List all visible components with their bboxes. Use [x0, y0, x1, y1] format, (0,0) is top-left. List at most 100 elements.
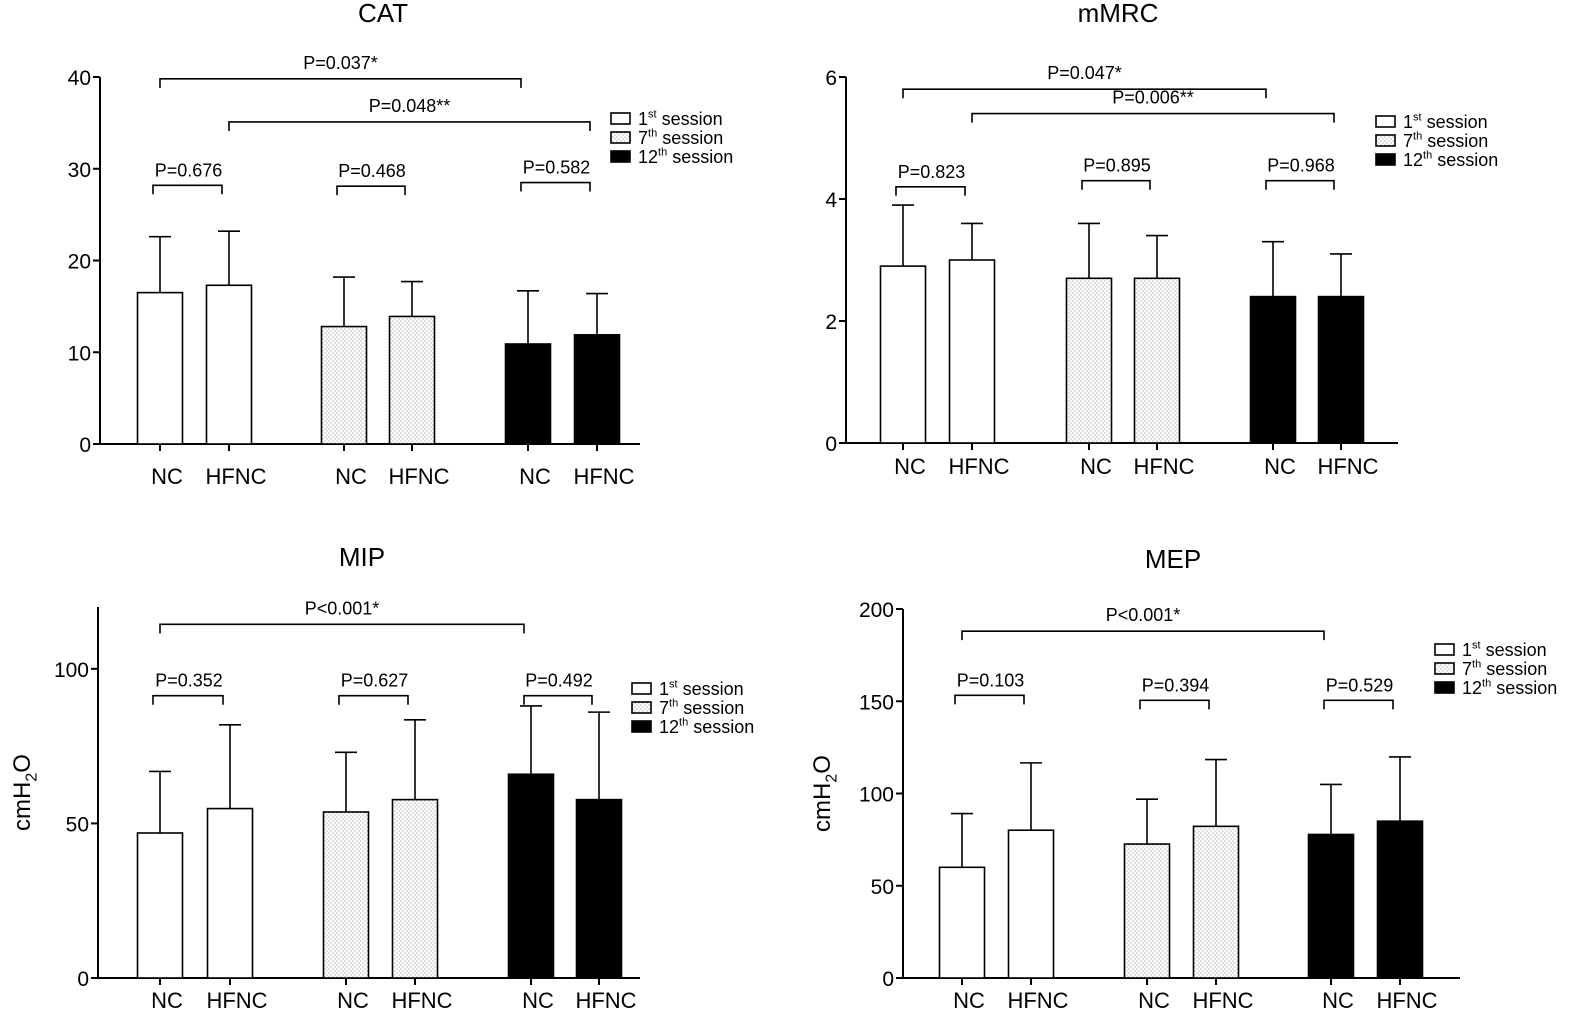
x-tick-label: HFNC: [948, 454, 1009, 479]
x-tick-label: HFNC: [1192, 988, 1253, 1013]
bar: [879, 265, 927, 444]
chart-title: CAT: [358, 0, 408, 28]
p-value-label: P=0.627: [341, 671, 409, 691]
y-axis-label: cmH2O: [809, 755, 841, 832]
x-tick-label: HFNC: [391, 988, 452, 1013]
x-tick-label: NC: [337, 988, 369, 1013]
pair-bracket: [523, 694, 593, 705]
p-value-label: P=0.103: [957, 670, 1025, 690]
session-bracket: [971, 112, 1335, 123]
p-value-label: P=0.492: [525, 671, 593, 691]
bar: [1317, 295, 1365, 444]
pair-bracket: [895, 186, 966, 196]
legend-label: 7th session: [1462, 658, 1547, 679]
y-tick-label: 0: [882, 968, 894, 991]
legend-swatch: [610, 112, 631, 125]
legend-swatch: [1375, 153, 1396, 166]
bar: [507, 773, 555, 979]
pair-bracket: [954, 694, 1025, 705]
y-tick-label: 100: [859, 784, 894, 807]
bar: [1133, 277, 1181, 444]
legend-label: 7th session: [638, 127, 723, 148]
pair-bracket: [1081, 179, 1151, 190]
p-value-label: P=0.468: [338, 161, 406, 181]
bar: [1307, 833, 1355, 979]
legend-swatch: [1434, 662, 1455, 675]
bar: [136, 832, 184, 979]
bar: [1065, 277, 1113, 444]
y-tick-label: 20: [68, 251, 91, 274]
legend-swatch: [1434, 643, 1455, 656]
legend-swatch: [1375, 115, 1396, 128]
bar: [504, 343, 552, 445]
chart-panel-mip: MIP 0 50 100 cmH2O NC HFNC NC HFNC NC HFNC P=0.352 P…: [9, 542, 754, 1013]
bar: [1123, 843, 1171, 979]
y-tick-label: 2: [825, 311, 837, 334]
session-bracket: [228, 121, 591, 131]
chart-title: MIP: [339, 542, 385, 572]
x-tick-label: HFNC: [575, 988, 636, 1013]
bar: [136, 291, 184, 445]
y-tick-label: 0: [825, 433, 837, 456]
bar: [205, 284, 253, 445]
bar: [1192, 825, 1240, 979]
p-value-label: P=0.006**: [1112, 88, 1194, 108]
p-value-label: P=0.529: [1326, 675, 1394, 695]
legend-swatch: [631, 682, 652, 695]
p-value-label: P=0.047*: [1047, 63, 1122, 83]
x-tick-label: NC: [1080, 454, 1112, 479]
legend-label: 1st session: [1462, 639, 1547, 660]
p-value-label: P=0.352: [155, 671, 223, 691]
y-tick-label: 30: [68, 159, 91, 182]
x-tick-label: HFNC: [388, 464, 449, 489]
legend-swatch: [631, 701, 652, 714]
bar: [206, 807, 254, 979]
bar: [1249, 295, 1297, 444]
x-tick-label: HFNC: [1376, 988, 1437, 1013]
x-tick-label: NC: [1264, 454, 1296, 479]
p-value-label: P=0.037*: [303, 53, 378, 73]
x-tick-label: HFNC: [1317, 454, 1378, 479]
bar: [320, 325, 368, 445]
x-tick-label: HFNC: [573, 464, 634, 489]
session-bracket: [902, 88, 1267, 99]
bar: [1007, 829, 1055, 979]
legend-label: 1st session: [638, 108, 723, 129]
x-tick-label: NC: [1322, 988, 1354, 1013]
x-tick-label: HFNC: [1133, 454, 1194, 479]
y-tick-label: 40: [68, 67, 91, 90]
chart-title: MEP: [1145, 544, 1201, 574]
bar: [388, 315, 436, 445]
p-value-label: P=0.394: [1142, 675, 1210, 695]
y-tick-label: 6: [825, 67, 837, 90]
session-bracket: [961, 630, 1325, 641]
x-tick-label: HFNC: [205, 464, 266, 489]
x-tick-label: NC: [894, 454, 926, 479]
bar: [948, 259, 996, 444]
pair-bracket: [1265, 179, 1335, 190]
legend-label: 7th session: [659, 697, 744, 718]
pair-bracket: [1323, 699, 1394, 710]
legend-label: 12th session: [638, 146, 733, 167]
y-axis-label: cmH2O: [9, 754, 41, 831]
pair-bracket: [336, 185, 406, 196]
legend-swatch: [610, 150, 631, 163]
y-tick-label: 4: [825, 189, 837, 212]
legend-label: 12th session: [1403, 149, 1498, 170]
y-tick-label: 200: [859, 599, 894, 622]
session-bracket: [159, 78, 522, 88]
legend-label: 7th session: [1403, 130, 1488, 151]
p-value-label: P=0.823: [898, 162, 966, 182]
p-value-label: P<0.001*: [1106, 605, 1181, 625]
x-tick-label: HFNC: [206, 988, 267, 1013]
legend-swatch: [1375, 134, 1396, 147]
pair-bracket: [1139, 699, 1210, 710]
pair-bracket: [338, 694, 409, 705]
session-bracket: [159, 623, 525, 634]
chart-title: mMRC: [1078, 0, 1159, 28]
x-tick-label: NC: [151, 988, 183, 1013]
chart-panel-cat: CAT 0 10 20 30 40 NC HFNC NC HFNC NC HFNC P=0.676 P=0…: [68, 0, 734, 489]
y-tick-label: 150: [859, 691, 894, 714]
